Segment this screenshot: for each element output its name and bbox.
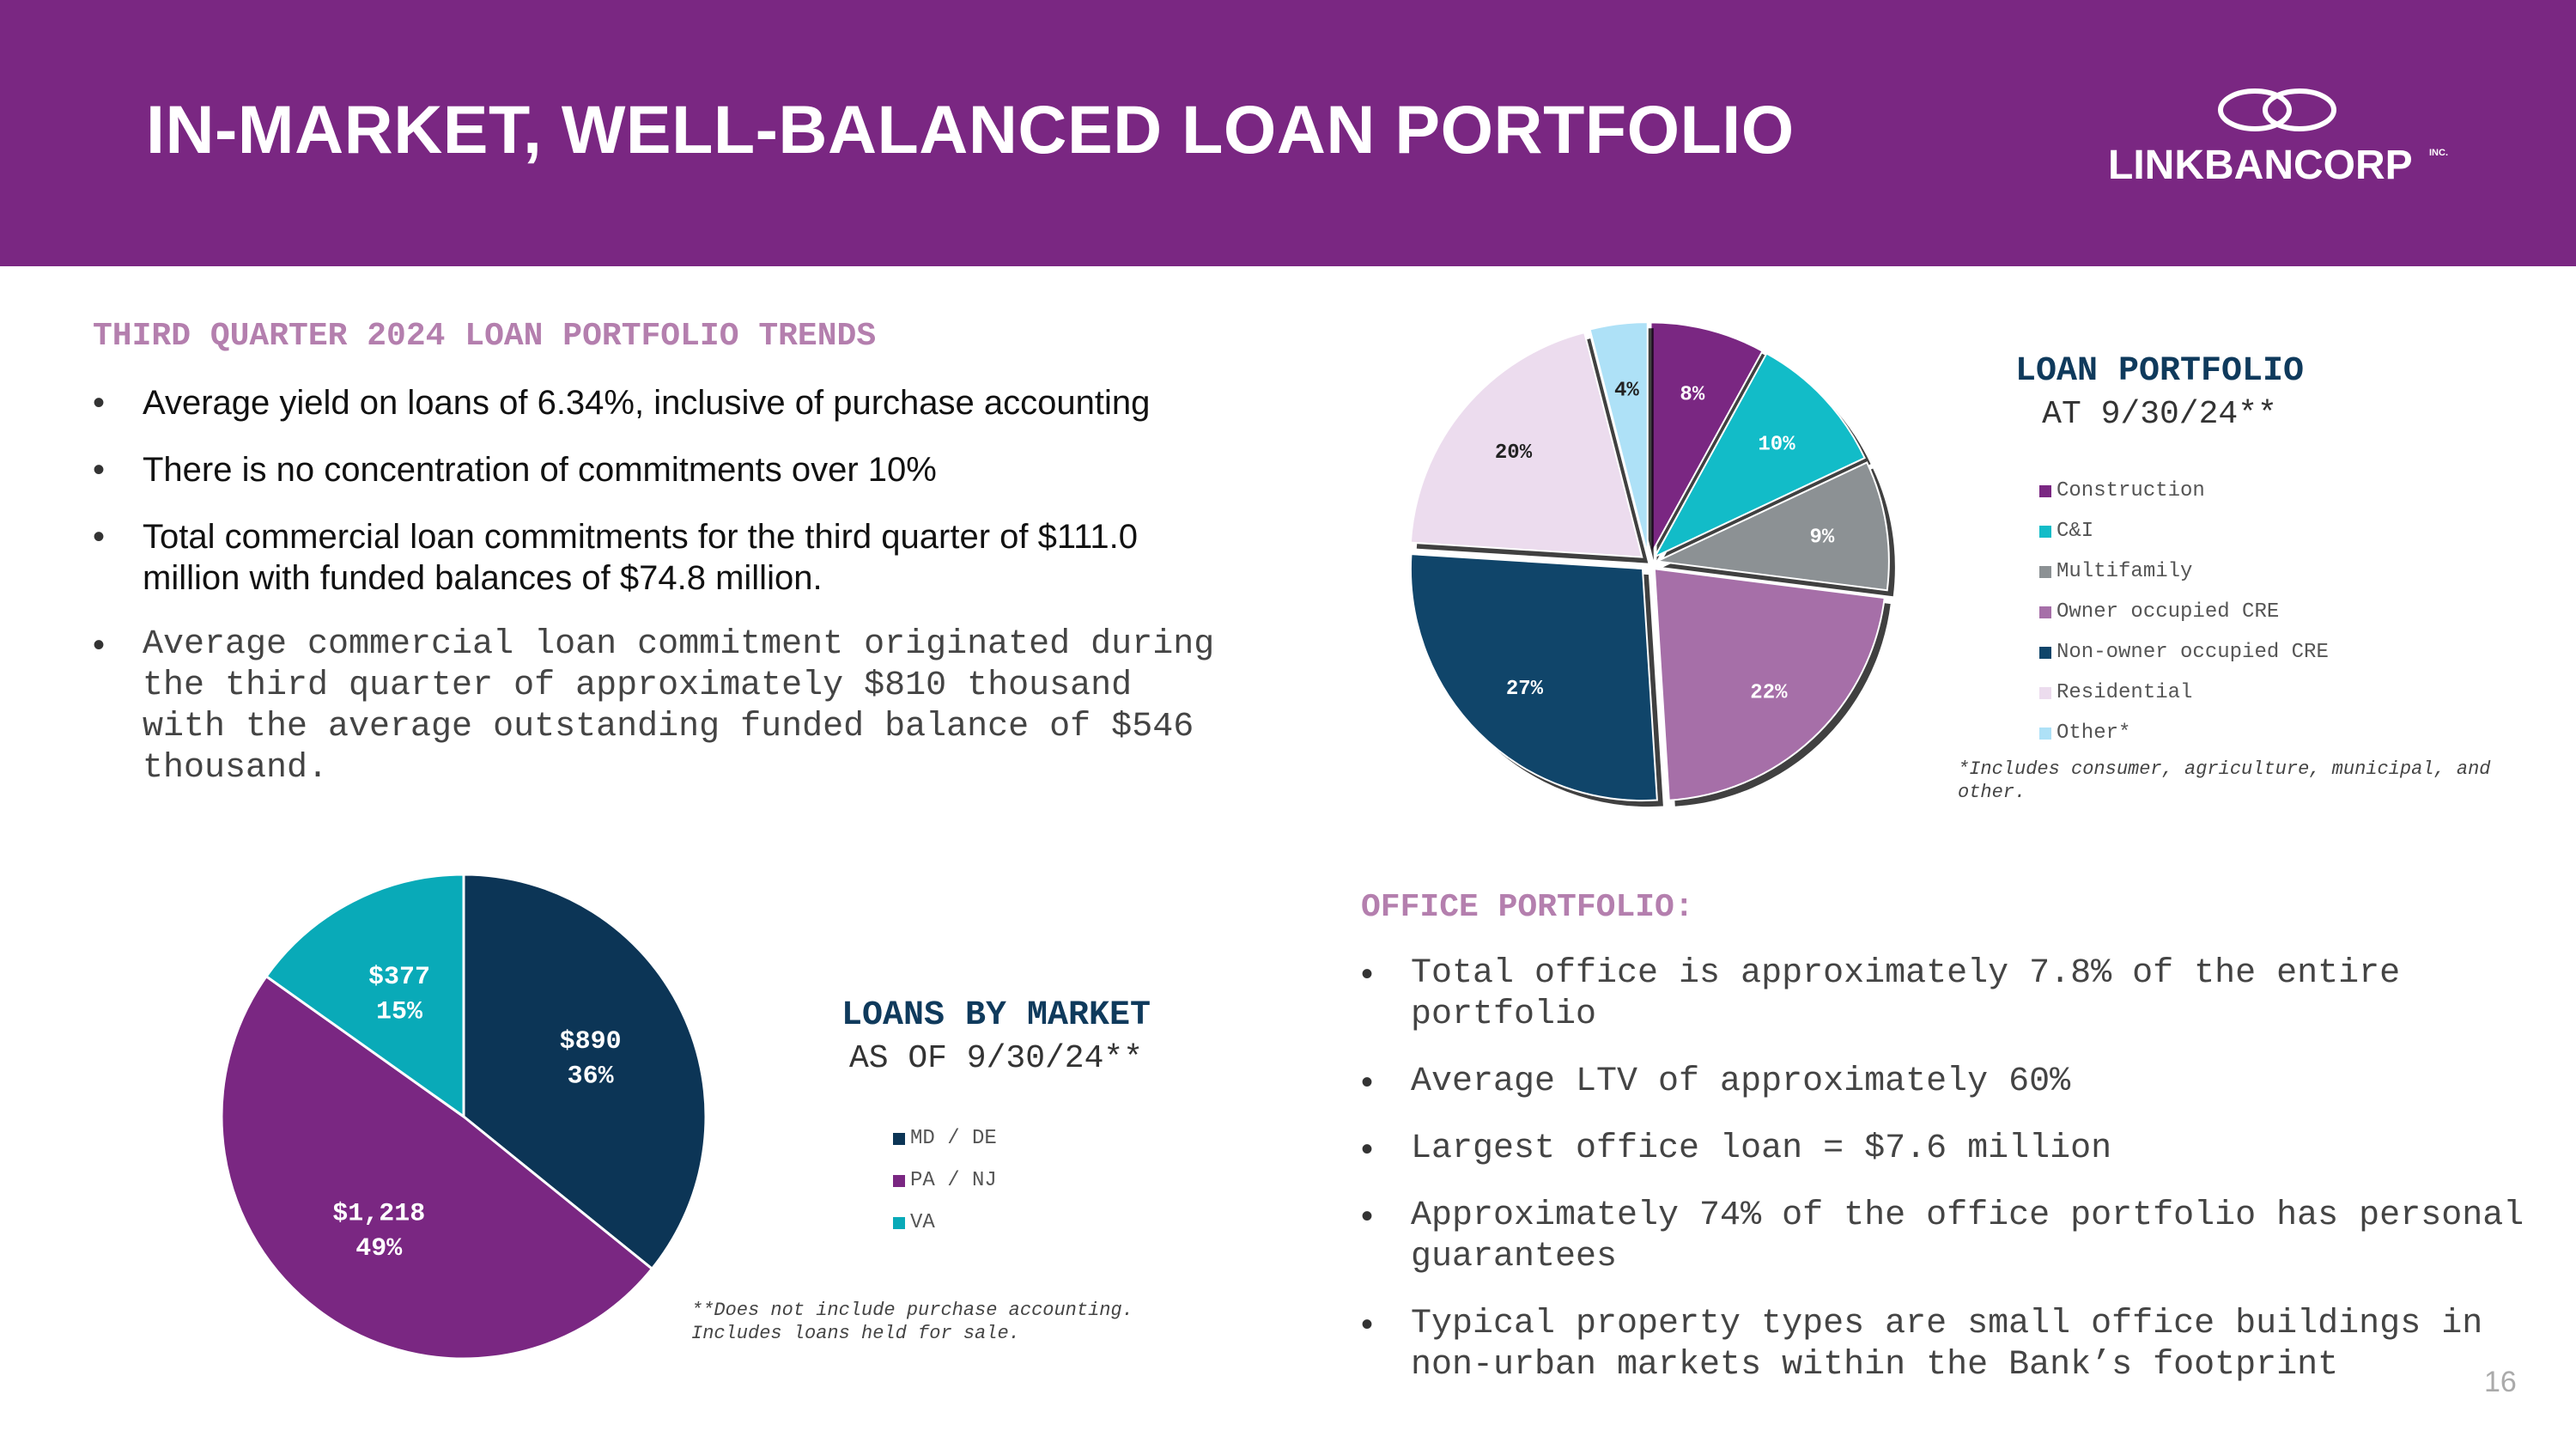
legend-label: C&I bbox=[2057, 520, 2094, 543]
pie-slice-non-owner-occupied-cre bbox=[1409, 553, 1658, 802]
loans-by-market-legend: MD / DE PA / NJ VA bbox=[893, 1127, 997, 1253]
legend-swatch bbox=[2039, 606, 2051, 618]
pie-slice-construction bbox=[1649, 321, 1764, 555]
trends-list: Average yield on loans of 6.34%, inclusi… bbox=[93, 382, 1226, 789]
legend-item-non-owner-occupied-cre: Non-owner occupied CRE bbox=[2039, 641, 2329, 664]
trends-title: THIRD QUARTER 2024 LOAN PORTFOLIO TRENDS bbox=[93, 318, 877, 355]
loans-by-market-subtitle: AS OF 9/30/24** bbox=[848, 1040, 1144, 1077]
legend-label: Multifamily bbox=[2057, 560, 2193, 583]
office-title: OFFICE PORTFOLIO: bbox=[1361, 889, 1694, 926]
page-number: 16 bbox=[2484, 1366, 2517, 1398]
legend-item-owner-occupied-cre: Owner occupied CRE bbox=[2039, 600, 2329, 624]
data-label-construction: 8% bbox=[1680, 383, 1704, 406]
trends-bullet: Average commercial loan commitment origi… bbox=[93, 624, 1226, 789]
data-label-pa-nj: $1,218 49% bbox=[332, 1200, 425, 1264]
legend-item-residential: Residential bbox=[2039, 681, 2329, 704]
legend-swatch bbox=[2039, 484, 2051, 497]
loan-portfolio-chart-title: LOAN PORTFOLIO AT 9/30/24** bbox=[1949, 352, 2370, 433]
legend-swatch bbox=[2039, 727, 2051, 740]
legend-item-c-i: C&I bbox=[2039, 520, 2329, 543]
data-label-multifamily: 9% bbox=[1809, 526, 1834, 549]
trends-bullet: There is no concentration of commitments… bbox=[93, 449, 1226, 490]
loan-portfolio-note: *Includes consumer, agriculture, municip… bbox=[1958, 758, 2491, 803]
page-title: IN-MARKET, WELL-BALANCED LOAN PORTFOLIO bbox=[146, 91, 1795, 167]
legend-label: MD / DE bbox=[910, 1127, 997, 1150]
legend-label: VA bbox=[910, 1211, 935, 1234]
loans-by-market-chart-title: LOANS BY MARKET AS OF 9/30/24** bbox=[773, 996, 1219, 1077]
pie-slice-c-i bbox=[1652, 352, 1866, 559]
pie-slice-residential bbox=[1409, 331, 1643, 558]
logo-inc: INC. bbox=[2429, 148, 2448, 158]
data-label-non-owner-occupied-cre: 27% bbox=[1506, 678, 1544, 701]
legend-item-other: Other* bbox=[2039, 721, 2329, 745]
loan-portfolio-legend: Construction C&I Multifamily Owner occupied… bbox=[2039, 479, 2329, 762]
legend-label: Owner occupied CRE bbox=[2057, 600, 2280, 624]
trends-bullet: Total commercial loan commitments for th… bbox=[93, 516, 1224, 599]
legend-label: PA / NJ bbox=[910, 1169, 997, 1192]
office-bullet: Approximately 74% of the office portfoli… bbox=[1361, 1196, 2546, 1278]
data-label-c-i: 10% bbox=[1758, 433, 1795, 456]
legend-label: Other* bbox=[2057, 721, 2131, 745]
pie-slice-other bbox=[1589, 321, 1649, 555]
office-bullet: Largest office loan = $7.6 million bbox=[1361, 1129, 2546, 1170]
legend-label: Non-owner occupied CRE bbox=[2057, 641, 2329, 664]
pie-slice-multifamily bbox=[1654, 461, 1890, 592]
trends-bullet: Average yield on loans of 6.34%, inclusi… bbox=[93, 382, 1226, 423]
data-label-residential: 20% bbox=[1495, 441, 1533, 465]
legend-item-multifamily: Multifamily bbox=[2039, 560, 2329, 583]
legend-swatch bbox=[2039, 565, 2051, 578]
legend-swatch bbox=[893, 1132, 905, 1145]
legend-label: Construction bbox=[2057, 479, 2205, 502]
legend-swatch bbox=[2039, 686, 2051, 699]
loans-by-market-note: **Does not include purchase accounting. … bbox=[691, 1300, 1133, 1344]
legend-item-md-de: MD / DE bbox=[893, 1127, 997, 1150]
legend-swatch bbox=[893, 1216, 905, 1229]
legend-swatch bbox=[2039, 646, 2051, 659]
header-banner bbox=[0, 0, 2576, 266]
legend-swatch bbox=[2039, 525, 2051, 538]
legend-swatch bbox=[893, 1174, 905, 1187]
office-bullet: Total office is approximately 7.8% of th… bbox=[1361, 953, 2546, 1036]
office-list: Total office is approximately 7.8% of th… bbox=[1361, 953, 2546, 1386]
loans-by-market-pie: $890 36% $1,218 49% $377 15% bbox=[220, 873, 708, 1361]
legend-item-construction: Construction bbox=[2039, 479, 2329, 502]
logo: LINKBANCORP INC. bbox=[2108, 77, 2469, 198]
pie-slice-md-de bbox=[462, 873, 708, 1271]
loan-portfolio-pie: 8% 10% 9% 22% 27% 20% 4% bbox=[1409, 321, 1895, 807]
pie-slice-va bbox=[264, 873, 465, 1119]
data-label-md-de: $890 36% bbox=[560, 1027, 622, 1092]
office-bullet: Typical property types are small office … bbox=[1361, 1304, 2546, 1386]
logo-text: LINKBANCORP bbox=[2108, 143, 2413, 188]
pie-slice-pa-nj bbox=[220, 974, 654, 1361]
loan-portfolio-subtitle: AT 9/30/24** bbox=[2042, 396, 2277, 433]
loan-portfolio-title: LOAN PORTFOLIO bbox=[2014, 352, 2305, 391]
pie-slice-owner-occupied-cre bbox=[1653, 568, 1886, 801]
data-label-other: 4% bbox=[1614, 380, 1639, 403]
legend-item-pa-nj: PA / NJ bbox=[893, 1169, 997, 1192]
legend-item-va: VA bbox=[893, 1211, 997, 1234]
data-label-owner-occupied-cre: 22% bbox=[1750, 681, 1788, 704]
legend-label: Residential bbox=[2057, 681, 2193, 704]
logo-rings-icon bbox=[2218, 88, 2336, 131]
loans-by-market-title: LOANS BY MARKET bbox=[841, 996, 1151, 1035]
office-bullet: Average LTV of approximately 60% bbox=[1361, 1062, 2546, 1103]
data-label-va: $377 15% bbox=[368, 963, 430, 1027]
